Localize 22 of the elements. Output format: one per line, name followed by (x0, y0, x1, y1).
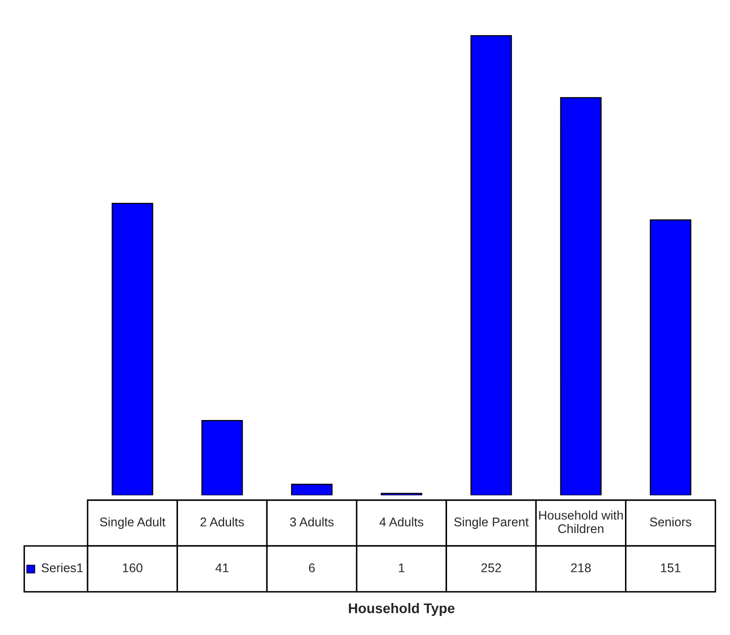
bar (201, 420, 243, 496)
data-label: 160 (122, 563, 142, 572)
x-tick-label: 4 Adults (380, 517, 424, 526)
bar (470, 35, 512, 496)
bar (560, 97, 602, 496)
legend-label: Series1 (42, 563, 83, 572)
data-label: 41 (215, 564, 228, 572)
x-tick-label: Single Adult (100, 517, 166, 529)
data-label: 6 (308, 563, 315, 572)
bar (650, 219, 692, 496)
bar (112, 202, 154, 496)
data-label: 252 (481, 563, 501, 572)
data-label: 1 (398, 564, 404, 572)
x-tick-label: Single Parent (454, 517, 529, 529)
x-tick-label: 3 Adults (290, 517, 334, 526)
text: Household Type (348, 603, 455, 616)
x-tick-label: Household with Children (539, 510, 623, 534)
bar (291, 484, 333, 496)
data-label: 151 (661, 564, 680, 572)
data-label: 218 (571, 563, 591, 572)
x-tick-label: 2 Adults (200, 517, 244, 526)
x-tick-label: Seniors (650, 517, 692, 526)
